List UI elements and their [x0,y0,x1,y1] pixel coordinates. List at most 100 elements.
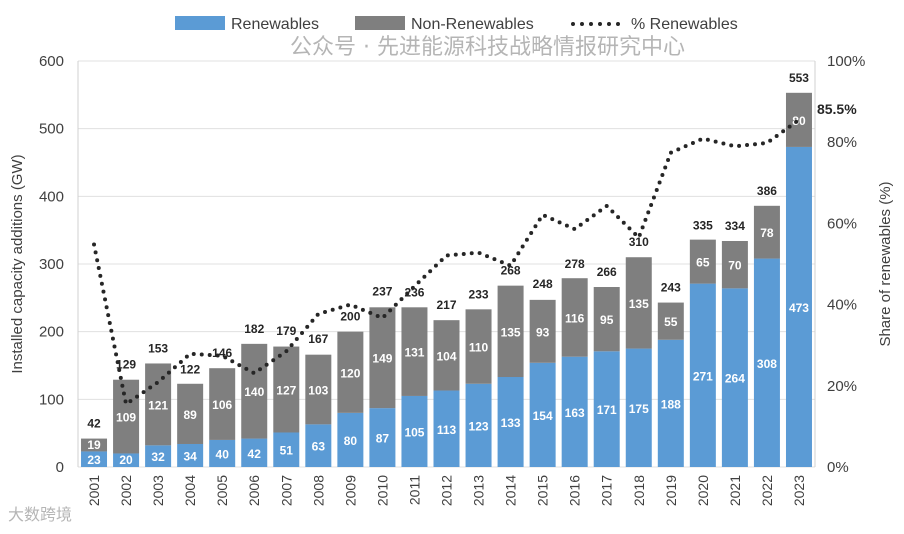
non-renewables-value-label: 80 [792,114,806,128]
total-value-label: 146 [212,346,232,360]
x-tick-label: 2009 [342,475,358,506]
renewables-value-label: 154 [533,409,553,423]
non-renewables-value-label: 131 [404,346,424,360]
renewables-value-label: 175 [629,402,649,416]
x-tick-label: 2007 [278,475,294,506]
y-tick-label: 200 [39,324,64,341]
total-value-label: 200 [340,310,360,324]
renewables-value-label: 473 [789,301,809,315]
non-renewables-value-label: 121 [148,398,168,412]
bar-non-renewables [753,205,780,259]
legend-swatch-non-renewables [355,16,405,30]
x-tick-label: 2014 [503,475,519,506]
y2-tick-label: 0% [827,459,849,476]
legend-label-share: % Renewables [631,16,738,33]
bar-non-renewables [113,379,140,454]
total-value-label: 243 [661,281,681,295]
renewables-value-label: 42 [248,447,262,461]
renewables-value-label: 133 [501,416,521,430]
total-value-label: 217 [436,298,456,312]
bar-renewables [529,362,556,467]
x-tick-label: 2023 [791,475,807,506]
renewables-value-label: 264 [725,372,745,386]
bar-renewables [305,424,332,467]
bar-non-renewables [433,320,460,391]
bar-non-renewables [465,309,492,384]
y-tick-label: 400 [39,188,64,205]
bar-non-renewables [785,92,812,147]
x-tick-label: 2016 [567,475,583,506]
y-tick-label: 300 [39,256,64,273]
total-value-label: 153 [148,341,168,355]
renewables-value-label: 23 [87,453,101,467]
y-tick-label: 100 [39,391,64,408]
x-tick-label: 2017 [599,475,615,506]
renewables-value-label: 308 [757,357,777,371]
total-value-label: 266 [597,265,617,279]
non-renewables-value-label: 110 [469,341,489,355]
bar-non-renewables [593,287,620,352]
renewables-value-label: 271 [693,369,713,383]
x-tick-label: 2022 [759,475,775,506]
total-value-label: 278 [565,257,585,271]
watermark-logo: 大数跨境 [8,505,73,524]
renewables-value-label: 63 [312,440,326,454]
bar-renewables [401,395,428,467]
x-tick-label: 2003 [150,475,166,506]
total-value-label: 236 [404,285,424,299]
x-tick-label: 2011 [406,475,422,505]
bar-renewables [657,339,684,467]
total-value-label: 233 [469,287,489,301]
renewables-value-label: 40 [216,447,230,461]
y2-tick-label: 20% [827,378,857,395]
x-tick-label: 2008 [310,475,326,506]
bar-non-renewables [689,239,716,284]
non-renewables-value-label: 65 [696,256,710,270]
non-renewables-value-label: 78 [760,226,774,240]
non-renewables-value-label: 135 [629,297,649,311]
non-renewables-value-label: 89 [183,408,197,422]
total-value-label: 334 [725,219,745,233]
non-renewables-value-label: 106 [212,398,232,412]
non-renewables-value-label: 140 [244,385,264,399]
bar-renewables [113,453,140,467]
bar-renewables [273,432,300,467]
y-tick-label: 0 [56,459,64,476]
y-axis-title: Installed capacity additions (GW) [9,154,26,373]
bar-renewables [689,283,716,467]
x-tick-label: 2010 [374,475,390,506]
bar-non-renewables [81,438,108,452]
total-value-label: 335 [693,218,713,232]
renewables-value-label: 113 [437,423,457,437]
legend-swatch-renewables [175,16,225,30]
total-value-label: 122 [180,362,200,376]
renewables-value-label: 188 [661,397,681,411]
x-tick-label: 2021 [727,475,743,506]
total-value-label: 42 [87,417,101,431]
non-renewables-value-label: 95 [600,313,614,327]
renewables-value-label: 171 [597,403,617,417]
non-renewables-value-label: 109 [116,411,136,425]
bar-renewables [81,451,108,467]
y2-tick-label: 80% [827,134,857,151]
bar-renewables [753,258,780,467]
legend-label-non-renewables: Non-Renewables [411,16,534,33]
non-renewables-value-label: 127 [276,384,296,398]
renewables-share-line [92,117,801,408]
bar-non-renewables [177,383,204,444]
total-value-label: 182 [244,322,264,336]
total-value-label: 268 [501,264,521,278]
bar-non-renewables [305,354,332,425]
total-value-label: 553 [789,71,809,85]
total-value-label: 129 [116,358,136,372]
legend-label-renewables: Renewables [231,16,319,33]
non-renewables-value-label: 116 [565,311,585,325]
bar-non-renewables [497,285,524,378]
x-tick-label: 2006 [246,475,262,506]
bar-renewables [625,348,652,467]
bar-renewables [209,439,236,467]
bar-non-renewables [337,331,364,413]
non-renewables-value-label: 70 [728,259,742,273]
